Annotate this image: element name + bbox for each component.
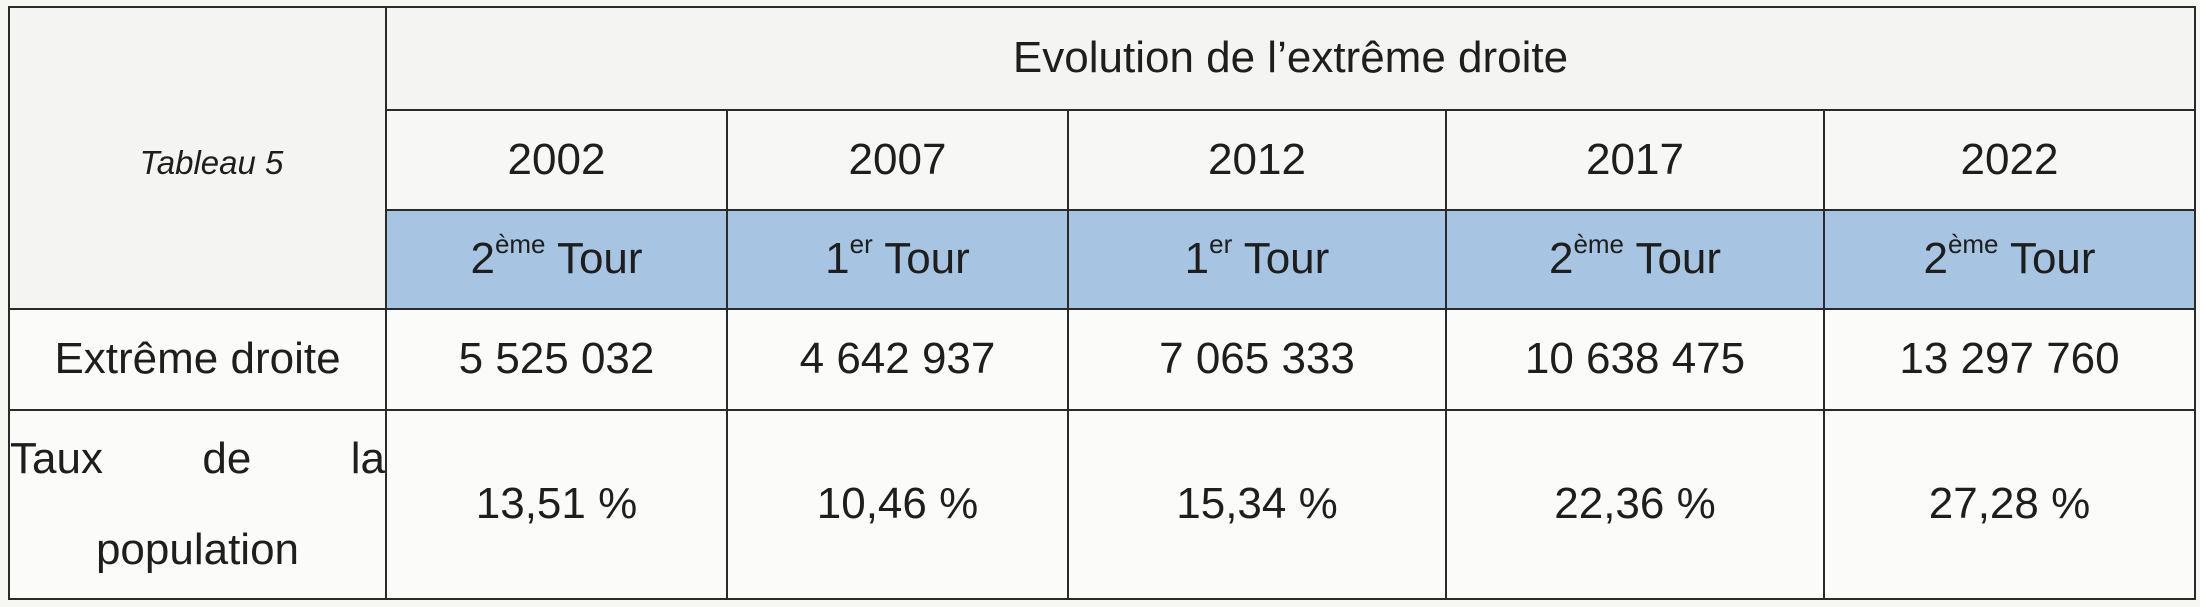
votes-cell-2002: 5 525 032 (385, 308, 728, 411)
table-title: Evolution de l’extrême droite (385, 6, 2196, 111)
votes-cell-2022: 13 297 760 (1823, 308, 2196, 411)
year-header-2002: 2002 (385, 109, 728, 211)
tour-header-2022: 2ème Tour (1823, 209, 2196, 310)
tour-header-2002: 2ème Tour (385, 209, 728, 310)
table-row-rates: Taux de la population 13,51 % 10,46 % 15… (8, 409, 2196, 600)
label-word: de (202, 433, 252, 483)
rate-cell-2002: 13,51 % (385, 409, 728, 600)
rate-cell-2007: 10,46 % (726, 409, 1069, 600)
row-label-taux-population: Taux de la population (8, 409, 387, 600)
year-header-2017: 2017 (1445, 109, 1825, 211)
table-row-years: 2002 2007 2012 2017 2022 (9, 109, 2196, 211)
tour-header-2007: 1er Tour (726, 209, 1069, 310)
year-header-2007: 2007 (726, 109, 1069, 211)
votes-cell-2007: 4 642 937 (726, 308, 1069, 411)
votes-cell-2017: 10 638 475 (1445, 308, 1825, 411)
rate-cell-2022: 27,28 % (1823, 409, 2196, 600)
row-label-extreme-droite: Extrême droite (8, 308, 387, 411)
row-label-line1: Taux de la (10, 433, 385, 486)
year-header-2022: 2022 (1823, 109, 2196, 211)
table-caption: Tableau 5 (139, 144, 284, 182)
evolution-table: Tableau 5 Evolution de l’extrême droite … (8, 6, 2196, 600)
label-word: la (350, 433, 385, 483)
tour-header-2012: 1er Tour (1067, 209, 1447, 310)
year-header-2012: 2012 (1067, 109, 1447, 211)
tour-header-2017: 2ème Tour (1445, 209, 1825, 310)
table-row-votes: Extrême droite 5 525 032 4 642 937 7 065… (8, 308, 2196, 411)
table-row-tours: 2ème Tour 1er Tour 1er Tour 2ème Tour 2è… (9, 209, 2196, 310)
row-label-line2: population (95, 524, 300, 574)
label-word: Taux (10, 433, 103, 483)
rate-cell-2017: 22,36 % (1445, 409, 1825, 600)
rate-cell-2012: 15,34 % (1067, 409, 1447, 600)
votes-cell-2012: 7 065 333 (1067, 308, 1447, 411)
table-row-title: Tableau 5 Evolution de l’extrême droite (8, 6, 2196, 310)
table-corner-cell: Tableau 5 (8, 6, 387, 310)
